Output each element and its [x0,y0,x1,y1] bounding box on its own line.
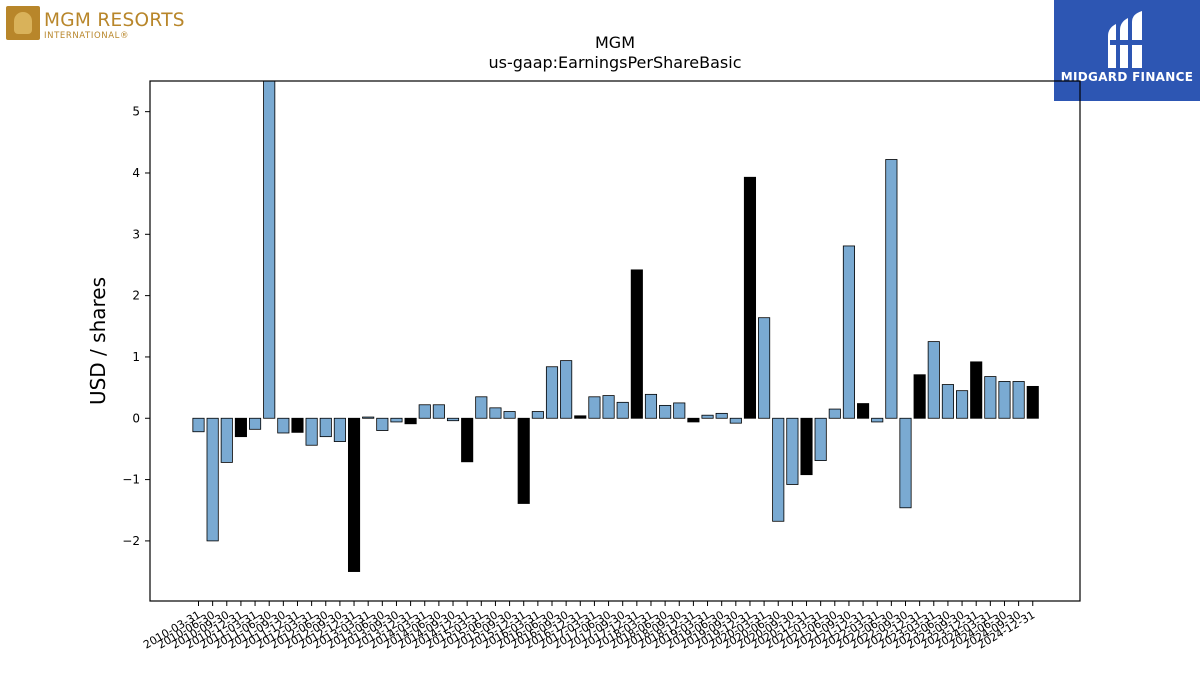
bar-2019-12-31 [743,176,757,419]
bar-2014-06-30 [432,404,445,419]
bar-2015-06-30 [489,407,502,419]
y-tick-label: 0 [132,411,140,425]
bar-2016-06-30 [545,366,559,419]
bar-2022-03-31 [871,417,884,423]
bar-2023-06-30 [941,384,954,419]
bars-layer [192,80,1039,572]
midgard-finance-logo: MIDGARD FINANCE [1054,0,1200,101]
bar-2017-12-31 [630,269,643,419]
bar-2015-03-31 [475,396,488,419]
bar-2014-12-31 [461,417,474,463]
y-tick-label: −1 [122,473,140,487]
bar-2011-12-31 [291,417,304,433]
bar-2024-03-31 [984,376,997,419]
y-tick-label: −2 [122,534,140,548]
bar-2013-12-31 [404,417,417,425]
bar-2018-03-31 [644,393,658,419]
y-tick-label: 5 [132,105,140,119]
bar-2021-12-31 [857,403,870,419]
bar-2011-03-31 [249,417,262,430]
chart-subtitle: us-gaap:EarningsPerShareBasic [488,53,741,72]
bar-2021-03-31 [814,417,827,461]
bar-2020-09-30 [786,417,799,485]
x-axis: 2010-03-312010-06-302010-09-302010-12-31… [141,601,1037,652]
bar-2012-09-30 [333,417,346,442]
bar-2023-03-31 [927,341,940,419]
bar-2012-12-31 [347,417,361,572]
midgard-mark-icon [1108,11,1144,68]
mgm-resorts-logo: MGM RESORTS INTERNATIONAL® [4,4,194,44]
bar-2013-09-30 [390,417,403,423]
bar-2020-03-31 [758,317,771,419]
chart-title: MGM [595,33,635,52]
bar-2023-12-31 [970,361,983,419]
bar-2014-03-31 [418,404,431,419]
midgard-logo-wordmark: MIDGARD FINANCE [1060,70,1194,84]
bar-2011-06-30 [263,80,276,419]
bar-2024-06-30 [998,381,1011,419]
bar-2020-06-30 [772,417,785,522]
bar-2015-12-31 [517,417,530,504]
bar-2019-03-31 [701,414,714,419]
bar-2021-09-30 [842,245,855,419]
y-tick-label: 4 [132,166,140,180]
bar-2018-12-31 [687,417,700,423]
y-axis: −2 −1 0 1 2 3 4 5 [122,105,150,548]
y-tick-label: 1 [132,350,140,364]
bar-2022-09-30 [899,417,912,509]
bar-2022-12-31 [913,374,926,419]
bar-2021-06-30 [828,408,841,419]
bar-2019-09-30 [729,417,742,424]
bar-2012-03-31 [305,417,318,446]
bar-2013-03-31 [362,416,375,419]
bar-2016-09-30 [560,360,573,419]
bar-2022-06-30 [885,159,898,419]
bar-2016-03-31 [531,411,544,419]
mgm-logo-brand: MGM RESORTS [44,10,185,31]
mgm-logo-sub: INTERNATIONAL® [44,31,130,41]
plot-frame [149,80,1081,602]
bar-2020-12-31 [800,417,813,476]
bar-2013-06-30 [376,417,389,431]
bar-2010-12-31 [234,417,247,438]
bar-2024-12-31 [1026,385,1039,419]
bar-2018-09-30 [673,402,686,419]
bar-2024-09-30 [1012,381,1025,419]
bar-2010-09-30 [220,417,233,463]
y-tick-label: 2 [132,289,140,303]
bar-2017-06-30 [602,395,615,419]
bar-2015-09-30 [503,411,516,419]
lion-emblem-icon [6,6,40,40]
bar-2017-09-30 [616,401,629,419]
bar-2014-09-30 [446,417,460,422]
bar-2012-06-30 [319,417,332,438]
bar-2023-09-30 [956,390,969,419]
bar-2010-06-30 [206,417,219,542]
bar-2018-06-30 [659,404,672,419]
bar-2010-03-31 [192,417,205,433]
bar-2016-12-31 [574,415,587,419]
y-tick-label: 3 [132,227,140,241]
bar-2011-09-30 [277,417,290,434]
bar-2019-06-30 [715,412,728,419]
y-axis-label: USD / shares [86,277,110,405]
bar-2017-03-31 [588,396,601,419]
